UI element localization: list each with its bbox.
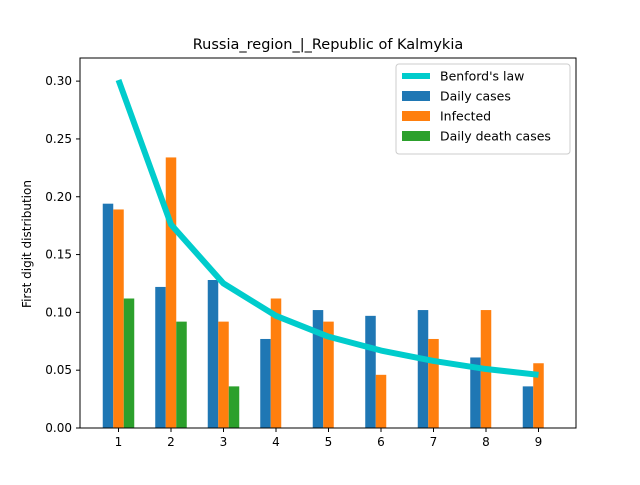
x-tick-label: 7 xyxy=(430,435,438,449)
legend-swatch-3 xyxy=(402,131,430,141)
bar-3-3 xyxy=(228,386,240,428)
bar-1-3 xyxy=(207,280,219,428)
benford-line-layer xyxy=(115,78,539,378)
y-tick-label: 0.10 xyxy=(45,305,72,319)
legend-label: Daily cases xyxy=(440,89,511,104)
bar-1-5 xyxy=(312,310,324,428)
y-tick-label: 0.05 xyxy=(45,363,72,377)
y-tick-label: 0.00 xyxy=(45,421,72,435)
bar-1-7 xyxy=(417,310,429,428)
y-axis-label: First digit distribution xyxy=(20,180,34,308)
x-tick-label: 1 xyxy=(115,435,123,449)
bar-2-9 xyxy=(533,363,544,428)
bar-3-2 xyxy=(176,321,187,428)
x-tick-label: 2 xyxy=(167,435,175,449)
bar-1-4 xyxy=(260,338,271,428)
chart-title: Russia_region_|_Republic of Kalmykia xyxy=(193,37,463,53)
legend-swatch-2 xyxy=(402,111,430,121)
axes-layer: 1 2 3 4 5 6 7 8 9 0.00 0.05 0.10 0.15 0.20 0.25 0.30 xyxy=(45,57,577,449)
legend-swatch-1 xyxy=(402,91,430,101)
benford-line xyxy=(115,78,539,378)
bar-1-2 xyxy=(155,286,166,428)
y-tick-label: 0.30 xyxy=(45,74,72,88)
bar-1-8 xyxy=(470,357,481,428)
y-tick-label: 0.25 xyxy=(45,132,72,146)
x-tick-label: 9 xyxy=(535,435,543,449)
y-tick-label: 0.20 xyxy=(45,190,72,204)
x-tick-label: 4 xyxy=(272,435,280,449)
bar-2-4 xyxy=(270,298,282,428)
bar-2-5 xyxy=(323,321,334,428)
legend: Benford's law Daily cases Infected Daily de… xyxy=(395,63,571,155)
bar-1-6 xyxy=(365,315,376,428)
bar-3-1 xyxy=(123,298,135,428)
legend-label: Infected xyxy=(440,109,491,124)
bar-2-3 xyxy=(218,321,229,428)
bar-1-1 xyxy=(102,203,114,428)
x-tick-label: 8 xyxy=(482,435,490,449)
x-tick-label: 6 xyxy=(377,435,385,449)
x-tick-label: 5 xyxy=(325,435,333,449)
bar-1-9 xyxy=(522,386,534,428)
x-tick-label: 3 xyxy=(220,435,228,449)
bar-2-7 xyxy=(428,338,439,428)
bar-2-6 xyxy=(375,374,387,428)
bar-2-2 xyxy=(165,157,177,428)
legend-label: Benford's law xyxy=(440,69,524,84)
y-tick-label: 0.15 xyxy=(45,248,72,262)
legend-label: Daily death cases xyxy=(440,129,551,144)
bar-2-1 xyxy=(113,209,124,428)
legend-box xyxy=(395,63,571,155)
